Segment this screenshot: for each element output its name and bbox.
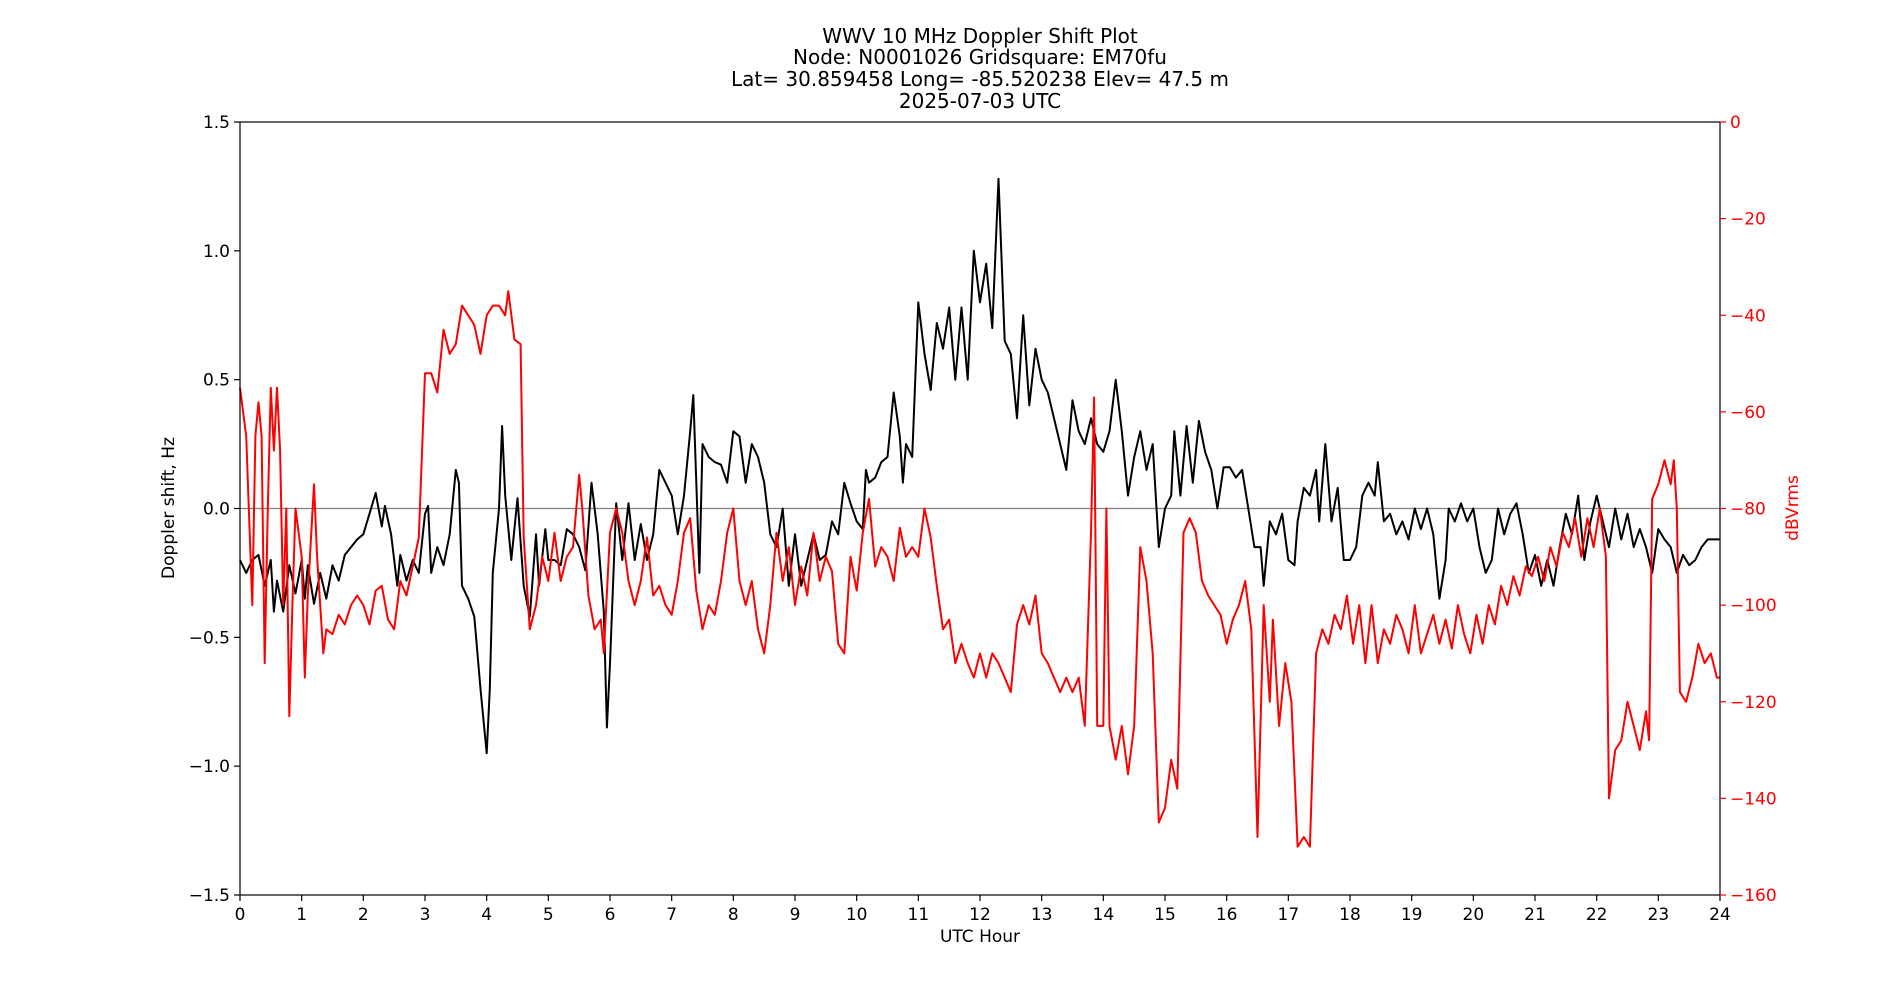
y2-axis-label: dBVrms (1783, 475, 1803, 541)
x-tick-label: 10 (846, 905, 868, 925)
series-layer (239, 177, 1720, 848)
x-tick-label: 4 (481, 905, 492, 925)
x-tick-label: 17 (1278, 905, 1300, 925)
y2-tick-label: −40 (1730, 306, 1766, 326)
y-tick-label: −1.0 (189, 757, 230, 777)
y2-tick-label: −100 (1730, 596, 1777, 616)
x-tick-label: 5 (543, 905, 554, 925)
x-tick-label: 18 (1339, 905, 1361, 925)
x-tick-label: 21 (1524, 905, 1546, 925)
y-tick-label: 0.5 (203, 371, 230, 391)
y-axis-label: Doppler shift, Hz (159, 437, 179, 579)
x-tick-label: 20 (1463, 905, 1485, 925)
y-axis-right: 0 −20 −40 −60 −80 −100 −120 −140 −160 (1720, 113, 1777, 906)
x-tick-label: 22 (1586, 905, 1608, 925)
x-tick-label: 11 (908, 905, 930, 925)
x-tick-label: 13 (1031, 905, 1053, 925)
y-axis-left: 1.5 1.0 0.5 0.0 −0.5 −1.0 −1.5 (189, 113, 240, 906)
title-line-1: WWV 10 MHz Doppler Shift Plot (822, 24, 1138, 48)
y2-tick-label: −120 (1730, 693, 1777, 713)
x-axis: 0 1 2 3 4 5 6 7 8 9 10 11 12 13 14 15 16 17 18 19 20 21 22 23 24 (235, 895, 1731, 925)
x-tick-label: 7 (666, 905, 677, 925)
y-tick-label: −0.5 (189, 628, 230, 648)
x-tick-label: 24 (1709, 905, 1731, 925)
title-line-3: Lat= 30.859458 Long= -85.520238 Elev= 47… (731, 67, 1229, 91)
x-tick-label: 14 (1093, 905, 1115, 925)
x-tick-label: 1 (296, 905, 307, 925)
x-tick-label: 2 (358, 905, 369, 925)
x-tick-label: 15 (1154, 905, 1176, 925)
x-tick-label: 12 (969, 905, 991, 925)
y-tick-label: −1.5 (189, 886, 230, 906)
y2-tick-label: −20 (1730, 210, 1766, 230)
y-tick-label: 0.0 (203, 500, 230, 520)
title-line-4: 2025-07-03 UTC (899, 89, 1061, 113)
x-tick-label: 16 (1216, 905, 1238, 925)
y2-tick-label: −140 (1730, 789, 1777, 809)
y2-tick-label: −80 (1730, 500, 1766, 520)
x-tick-label: 23 (1648, 905, 1670, 925)
x-tick-label: 8 (728, 905, 739, 925)
y-tick-label: 1.5 (203, 113, 230, 133)
chart-title: WWV 10 MHz Doppler Shift Plot Node: N000… (731, 24, 1229, 113)
x-tick-label: 6 (605, 905, 616, 925)
x-tick-label: 19 (1401, 905, 1423, 925)
y2-tick-label: 0 (1730, 113, 1741, 133)
doppler-series-line (239, 177, 1720, 755)
x-tick-label: 9 (790, 905, 801, 925)
x-axis-label: UTC Hour (940, 927, 1020, 947)
y2-tick-label: −160 (1730, 886, 1777, 906)
x-tick-label: 0 (235, 905, 246, 925)
y2-tick-label: −60 (1730, 403, 1766, 423)
x-tick-label: 3 (420, 905, 431, 925)
power-series-line (239, 290, 1720, 848)
y-tick-label: 1.0 (203, 242, 230, 262)
title-line-2: Node: N0001026 Gridsquare: EM70fu (793, 45, 1167, 69)
